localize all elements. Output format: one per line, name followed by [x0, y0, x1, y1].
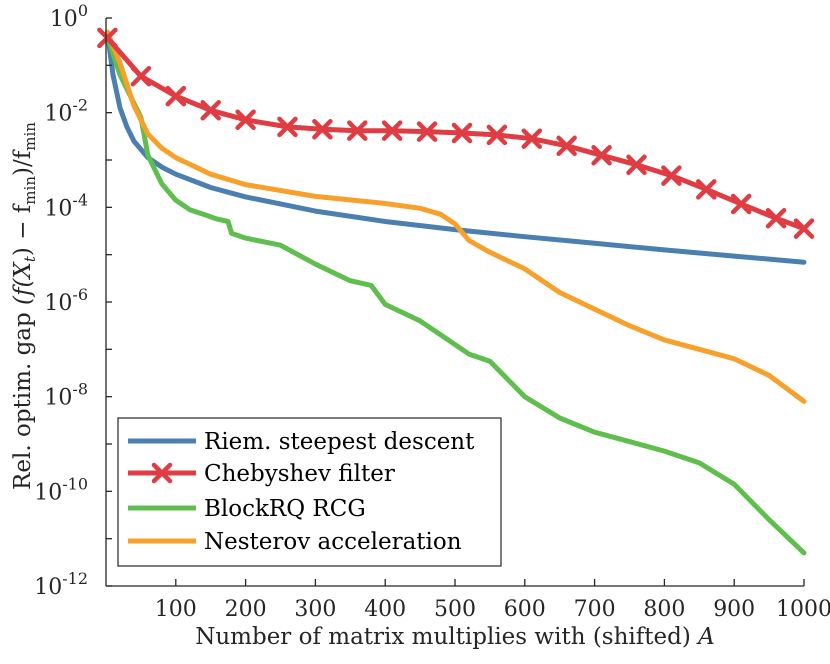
y-axis-title: Rel. optim. gap (f(Xt) − fmin)/fmin — [10, 122, 39, 490]
y-tick-label: 100 — [50, 1, 88, 32]
data-point-marker — [312, 118, 333, 140]
data-point-marker — [165, 85, 187, 107]
data-point-marker — [730, 193, 752, 215]
legend-label-blockrq: BlockRQ RCG — [204, 496, 366, 522]
data-point-marker — [416, 121, 438, 142]
x-tick-label: 700 — [574, 597, 616, 622]
x-tick-label: 800 — [643, 597, 685, 622]
data-point-marker — [591, 145, 612, 166]
x-tick-label: 1000 — [776, 597, 830, 622]
legend-label-riem: Riem. steepest descent — [204, 429, 475, 455]
legend: Riem. steepest descent Chebyshev filter … — [117, 417, 502, 567]
x-tick-label: 100 — [155, 597, 197, 622]
data-point-marker — [696, 179, 717, 200]
data-point-marker — [521, 128, 543, 149]
x-tick-label: 300 — [294, 597, 336, 622]
data-point-marker — [486, 124, 508, 146]
series-line-blockrq-rcg — [104, 34, 807, 556]
legend-label-chebyshev: Chebyshev filter — [204, 461, 395, 487]
data-point-marker — [200, 100, 221, 121]
x-tick-label: 200 — [225, 597, 267, 622]
plot-series — [97, 27, 815, 556]
series-line-chebyshev-filter — [104, 35, 807, 232]
y-tick-label: 10-10 — [34, 474, 88, 505]
data-point-marker — [347, 120, 368, 141]
x-tick-label: 500 — [434, 597, 476, 622]
y-tick-label: 10-8 — [44, 380, 88, 411]
x-tick-label: 600 — [504, 597, 546, 622]
data-point-marker — [97, 27, 118, 49]
series-line-nesterov-acceleration — [104, 29, 807, 404]
data-point-marker — [661, 165, 682, 186]
legend-marker-x-icon — [151, 462, 173, 484]
x-axis-title: Number of matrix multiplies with (shifte… — [195, 624, 715, 650]
data-point-marker — [130, 65, 152, 87]
legend-item-nesterov-acceleration: Nesterov acceleration — [128, 529, 462, 555]
y-tick-label: 10-2 — [44, 96, 88, 127]
data-point-marker — [277, 116, 298, 138]
legend-item-blockrq-rcg: BlockRQ RCG — [128, 496, 366, 522]
x-ticks: 100 200 300 400 500 600 700 800 900 1000 — [155, 579, 830, 622]
legend-label-nesterov: Nesterov acceleration — [204, 529, 462, 555]
data-point-marker — [451, 122, 473, 144]
data-point-marker — [556, 135, 577, 157]
y-tick-label: 10-12 — [34, 569, 88, 600]
series-line-riem-steepest-descent — [104, 29, 807, 265]
data-point-marker — [765, 207, 787, 229]
data-point-marker — [381, 120, 403, 141]
data-point-marker — [793, 218, 815, 239]
y-ticks: 100 10-2 10-4 10-6 10-8 10-10 10-12 — [34, 1, 112, 600]
y-tick-label: 10-6 — [44, 285, 88, 316]
x-tick-label: 400 — [364, 597, 406, 622]
x-tick-label: 900 — [713, 597, 755, 622]
y-tick-label: 10-4 — [44, 190, 88, 221]
data-point-marker — [626, 154, 647, 175]
data-point-marker — [235, 109, 256, 131]
legend-item-chebyshev-filter: Chebyshev filter — [128, 461, 395, 487]
legend-item-riem-steepest-descent: Riem. steepest descent — [128, 429, 475, 455]
